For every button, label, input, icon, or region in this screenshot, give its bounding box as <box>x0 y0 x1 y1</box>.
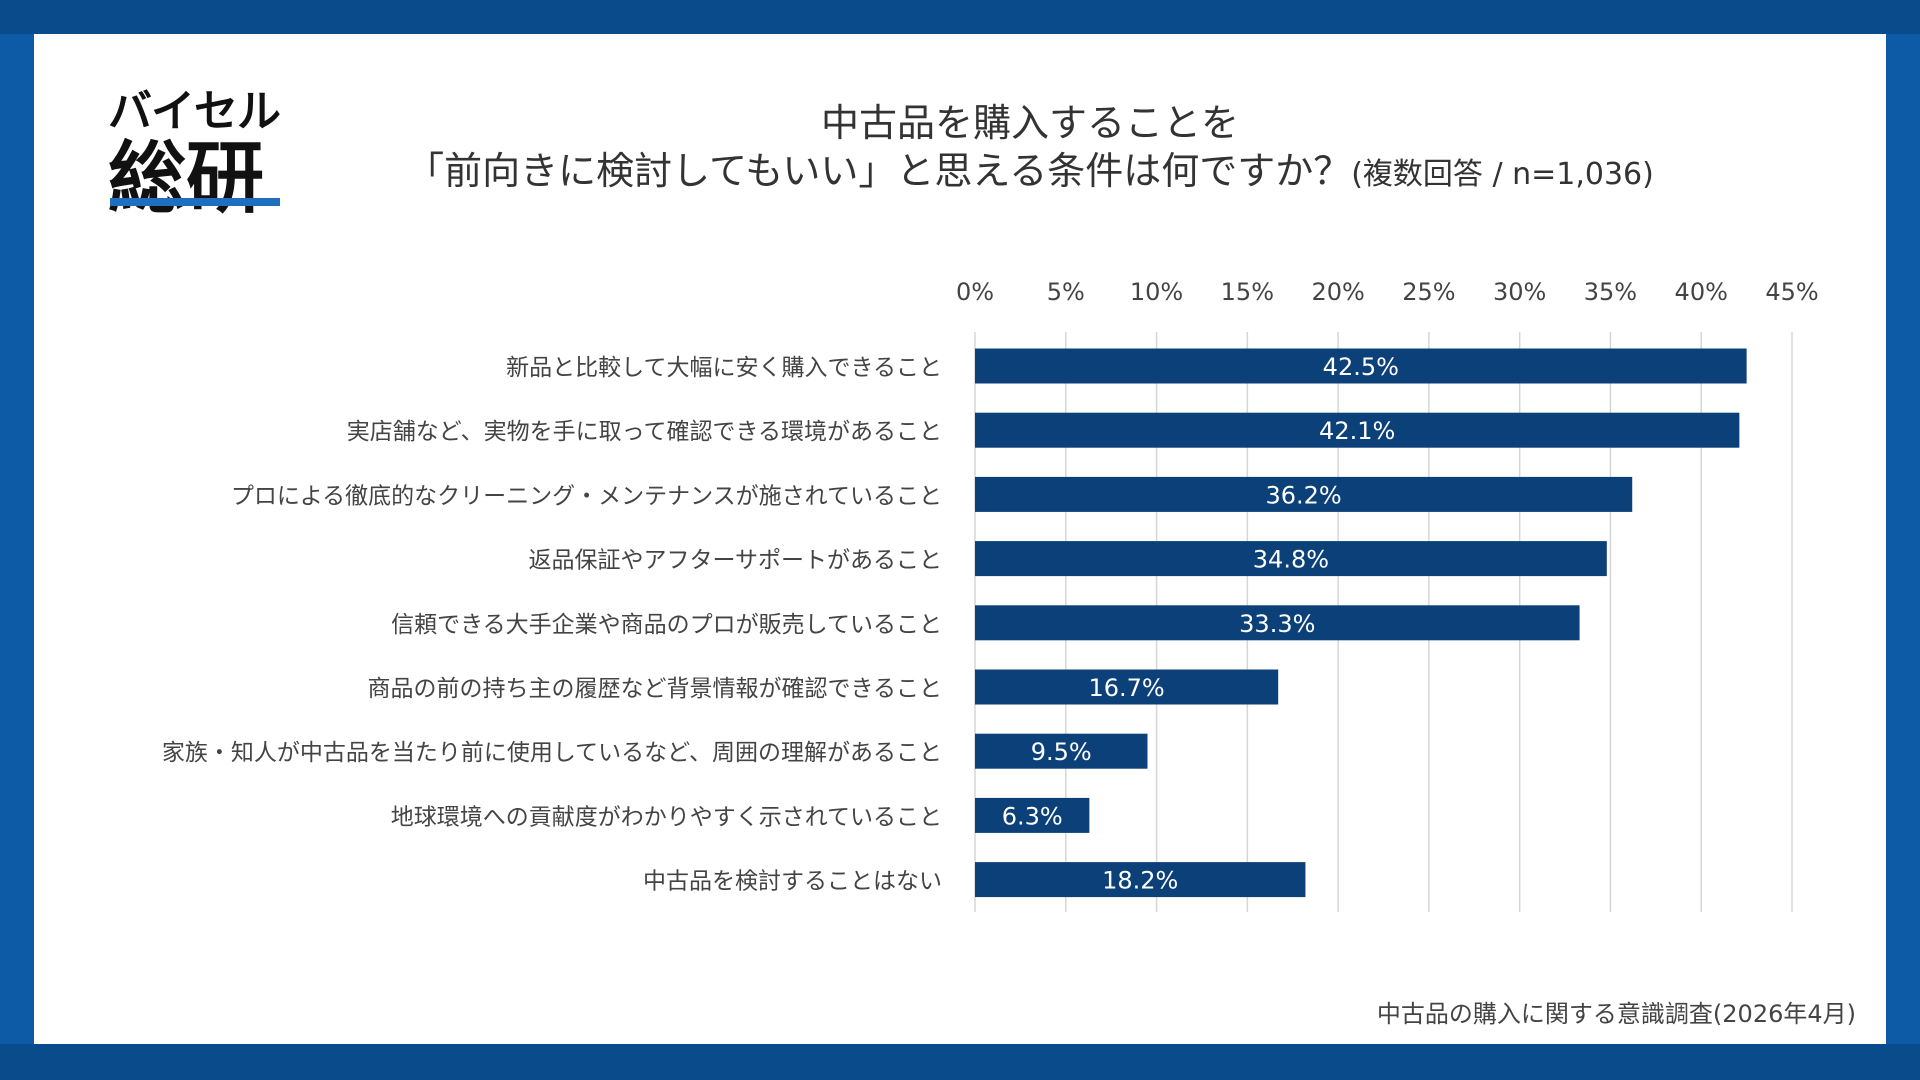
brand-logo: バイセル 総研 <box>108 86 288 221</box>
bar <box>975 669 1279 705</box>
bar <box>975 733 1148 769</box>
value-label: 42.5% <box>1323 353 1399 381</box>
x-tick-label: 40% <box>1675 278 1728 306</box>
chart-title-question: 「前向きに検討してもいい」と思える条件は何ですか？ <box>406 149 1352 193</box>
x-tick-label: 30% <box>1493 278 1546 306</box>
value-label: 9.5% <box>1031 738 1092 766</box>
chart-title-line1: 中古品を購入することを <box>820 101 1239 145</box>
chart-title-line2: 「前向きに検討してもいい」と思える条件は何ですか？(複数回答 / n=1,036… <box>300 146 1760 200</box>
category-label: 中古品を検討することはない <box>643 869 942 895</box>
bar <box>975 605 1580 641</box>
frame-top-band <box>0 0 1920 34</box>
value-label: 34.8% <box>1253 546 1329 574</box>
x-tick-label: 20% <box>1311 278 1364 306</box>
category-label: 返品保証やアフターサポートがあること <box>528 548 942 574</box>
value-label: 42.1% <box>1319 417 1395 445</box>
category-label: 地球環境への貢献度がわかりやすく示されていること <box>391 804 942 830</box>
value-label: 18.2% <box>1102 867 1178 895</box>
x-tick-label: 15% <box>1221 278 1274 306</box>
chart-title-note: (複数回答 / n=1,036) <box>1351 157 1654 192</box>
category-label: 信頼できる大手企業や商品のプロが販売していること <box>391 612 942 638</box>
bar <box>975 862 1306 898</box>
logo-accent-bar <box>110 198 280 206</box>
source-note: 中古品の購入に関する意識調査(2026年4月) <box>1376 1000 1856 1028</box>
value-label: 6.3% <box>1002 802 1063 830</box>
logo-bottom-label: 総研 <box>108 134 265 224</box>
logo-bottom-text: 総研 <box>108 138 288 220</box>
logo-top-text: バイセル <box>108 86 281 137</box>
value-label: 33.3% <box>1239 610 1315 638</box>
frame-bottom-band <box>0 1044 1920 1080</box>
x-tick-label: 5% <box>1047 278 1085 306</box>
bar <box>975 412 1740 448</box>
bar <box>975 797 1090 833</box>
value-label: 16.7% <box>1088 674 1164 702</box>
category-label: 新品と比較して大幅に安く購入できること <box>506 355 942 381</box>
x-tick-label: 0% <box>956 278 994 306</box>
category-label: 家族・知人が中古品を当たり前に使用しているなど、周囲の理解があること <box>162 740 942 766</box>
bar <box>975 541 1607 577</box>
x-tick-label: 45% <box>1765 278 1818 306</box>
category-label: 商品の前の持ち主の履歴など背景情報が確認できること <box>367 676 942 702</box>
bar <box>975 476 1633 512</box>
x-tick-label: 25% <box>1402 278 1455 306</box>
chart-title: 中古品を購入することを 「前向きに検討してもいい」と思える条件は何ですか？(複数… <box>300 100 1760 200</box>
category-label: 実店舗など、実物を手に取って確認できる環境があること <box>347 419 942 445</box>
bar <box>975 348 1747 384</box>
category-label: プロによる徹底的なクリーニング・メンテナンスが施されていること <box>231 483 942 509</box>
x-tick-label: 35% <box>1584 278 1637 306</box>
x-tick-label: 10% <box>1130 278 1183 306</box>
value-label: 36.2% <box>1265 481 1341 509</box>
